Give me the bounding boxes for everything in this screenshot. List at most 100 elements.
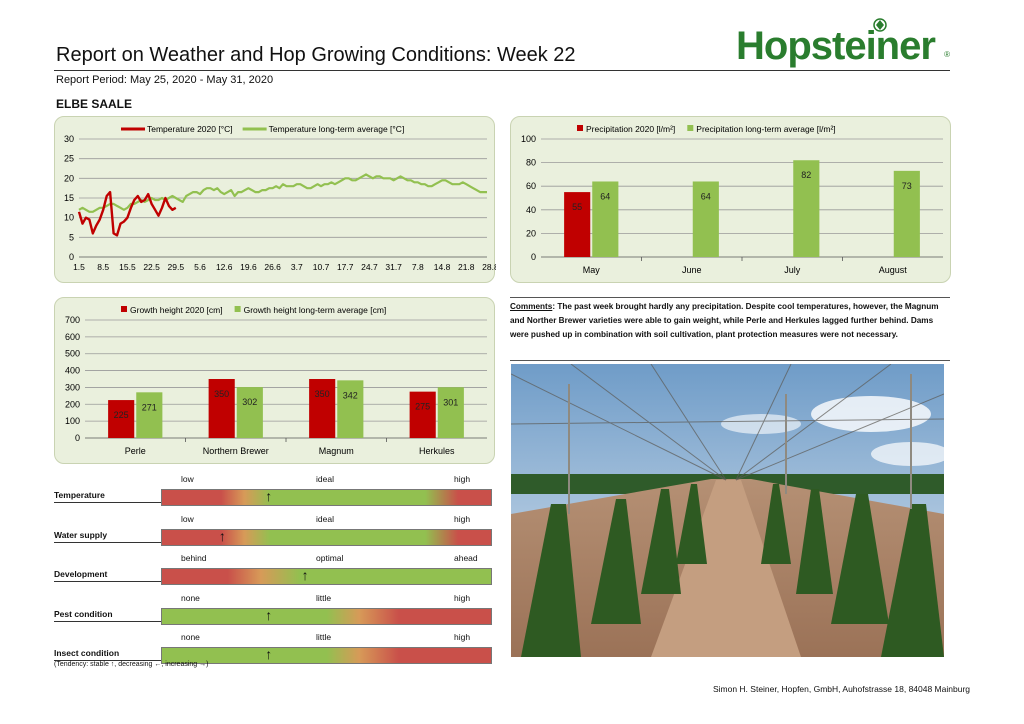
legend-swatch xyxy=(687,125,694,131)
indicator-underline xyxy=(54,660,162,661)
y-tick-label: 60 xyxy=(526,181,536,191)
y-tick-label: 400 xyxy=(65,366,80,376)
indicator-right-label: high xyxy=(454,514,471,524)
series-line xyxy=(77,190,177,237)
y-tick-label: 20 xyxy=(526,228,536,238)
indicator-left-label: behind xyxy=(181,553,207,563)
category-label: August xyxy=(879,265,908,275)
indicator-left-label: none xyxy=(181,632,200,642)
indicator-underline xyxy=(54,581,162,582)
temperature-chart: 0 5 10 15 20 25 30 1.5 8.5 15.5 22.5 29.5 5.6 12.6 19.… xyxy=(64,124,496,272)
y-tick-label: 10 xyxy=(64,213,74,223)
indicator-name: Pest condition xyxy=(54,609,113,619)
region-heading: ELBE SAALE xyxy=(56,97,133,111)
x-tick-label: 29.5 xyxy=(168,262,185,272)
growth-height-chart: 0 100 200 300 400 500 600 700 Perle 225 271 Norther… xyxy=(65,305,487,456)
legend-label: Growth height 2020 [cm] xyxy=(130,305,223,315)
bar xyxy=(208,379,235,438)
x-tick-label: 26.6 xyxy=(264,262,281,272)
data-label: 225 xyxy=(114,410,129,420)
indicator-underline xyxy=(54,621,162,622)
bar xyxy=(337,380,364,438)
y-tick-label: 25 xyxy=(64,154,74,164)
hopsteiner-logo: Hopsteiner ® xyxy=(736,18,950,68)
data-label: 350 xyxy=(315,389,330,399)
legend-label: Precipitation long-term average [l/m²] xyxy=(696,124,835,134)
series-line xyxy=(78,173,487,213)
indicator-name: Temperature xyxy=(54,490,105,500)
indicator-name: Insect condition xyxy=(54,648,120,658)
indicator-mid-label: ideal xyxy=(316,474,334,484)
y-tick-label: 0 xyxy=(69,252,74,262)
indicator-right-label: ahead xyxy=(454,553,478,563)
y-tick-label: 0 xyxy=(531,252,536,262)
indicator-mid-label: little xyxy=(316,593,332,603)
bar xyxy=(893,170,920,257)
indicator-left-label: low xyxy=(181,474,194,484)
legend-swatch xyxy=(577,125,583,131)
indicator-scale-bar xyxy=(161,489,492,506)
y-tick-label: 600 xyxy=(65,332,80,342)
y-tick-label: 100 xyxy=(65,416,80,426)
x-tick-label: 12.6 xyxy=(216,262,233,272)
indicator-name: Water supply xyxy=(54,530,108,540)
data-label: 275 xyxy=(415,402,430,412)
indicator-underline xyxy=(54,542,162,543)
temperature-chart-panel: 0 5 10 15 20 25 30 1.5 8.5 15.5 22.5 29.5 5.6 12.6 19.… xyxy=(54,116,496,283)
tendency-arrow-icon: ↑ xyxy=(265,607,273,623)
indicator-row: Pest condition none little high ↑ xyxy=(54,587,494,627)
data-label: 342 xyxy=(343,390,358,400)
category-label: June xyxy=(682,265,702,275)
comments-block: Comments: The past week brought hardly a… xyxy=(510,297,950,342)
x-tick-label: 14.8 xyxy=(434,262,451,272)
logo-registered-mark: ® xyxy=(944,50,950,59)
category-label: Magnum xyxy=(319,446,354,456)
legend-label: Precipitation 2020 [l/m²] xyxy=(586,124,675,134)
y-tick-label: 40 xyxy=(526,205,536,215)
y-tick-label: 20 xyxy=(64,173,74,183)
indicator-left-label: none xyxy=(181,593,200,603)
comments-divider xyxy=(510,360,950,361)
x-tick-label: 5.6 xyxy=(194,262,206,272)
bar xyxy=(236,387,263,438)
indicator-right-label: high xyxy=(454,474,471,484)
data-label: 64 xyxy=(600,191,610,201)
x-tick-label: 3.7 xyxy=(291,262,303,272)
bar xyxy=(692,181,719,257)
hop-cone-icon xyxy=(873,18,887,32)
tendency-arrow-icon: ↑ xyxy=(265,488,273,504)
bar xyxy=(437,387,464,438)
x-tick-label: 7.8 xyxy=(412,262,424,272)
x-tick-label: 1.5 xyxy=(73,262,85,272)
y-tick-label: 80 xyxy=(526,158,536,168)
data-label: 82 xyxy=(801,170,811,180)
data-label: 301 xyxy=(443,397,458,407)
data-label: 73 xyxy=(902,181,912,191)
legend-label: Growth height long-term average [cm] xyxy=(244,305,387,315)
legend-swatch xyxy=(234,306,241,312)
indicator-scale-bar xyxy=(161,608,492,625)
legend-label: Temperature long-term average [°C] xyxy=(269,124,405,134)
x-tick-label: 21.8 xyxy=(458,262,475,272)
x-tick-label: 17.7 xyxy=(337,262,354,272)
indicator-mid-label: ideal xyxy=(316,514,334,524)
x-tick-label: 24.7 xyxy=(361,262,378,272)
bar xyxy=(309,379,336,438)
y-tick-label: 200 xyxy=(65,399,80,409)
y-tick-label: 30 xyxy=(64,134,74,144)
growth-height-chart-panel: 0 100 200 300 400 500 600 700 Perle 225 271 Norther… xyxy=(54,297,495,464)
y-tick-label: 0 xyxy=(75,433,80,443)
x-tick-label: 31.7 xyxy=(385,262,402,272)
tendency-legend: (Tendency: stable ↑, decreasing ←, incre… xyxy=(54,661,209,668)
indicator-right-label: high xyxy=(454,632,471,642)
hop-field-photo xyxy=(511,364,944,657)
category-label: Perle xyxy=(125,446,146,456)
data-label: 271 xyxy=(142,402,157,412)
bar xyxy=(136,392,163,438)
indicator-left-label: low xyxy=(181,514,194,524)
tendency-arrow-icon: ↑ xyxy=(301,567,309,583)
y-tick-label: 500 xyxy=(65,349,80,359)
x-tick-label: 8.5 xyxy=(97,262,109,272)
x-tick-label: 22.5 xyxy=(143,262,160,272)
indicator-row: Insect condition none little high ↑ xyxy=(54,626,494,666)
